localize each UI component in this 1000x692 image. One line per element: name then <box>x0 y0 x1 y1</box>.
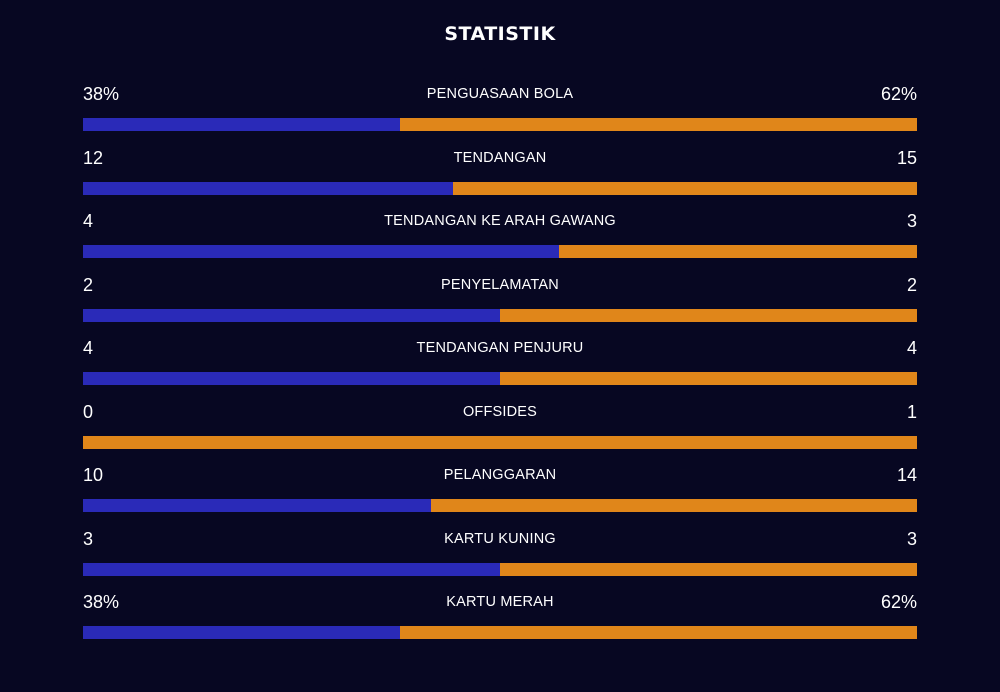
home-value: 0 <box>83 401 94 422</box>
stat-row: 3 KARTU KUNING 3 <box>83 525 917 589</box>
away-bar-segment <box>430 499 917 512</box>
stat-row: 2 PENYELAMATAN 2 <box>83 271 917 335</box>
comparison-bar <box>83 435 917 449</box>
away-bar-segment <box>500 562 917 576</box>
comparison-bar <box>83 626 917 639</box>
away-value: 14 <box>896 465 917 485</box>
home-value: 12 <box>83 147 104 168</box>
home-bar-segment <box>83 181 454 195</box>
stat-label: PENGUASAAN BOLA <box>426 86 574 102</box>
home-bar-segment <box>83 308 500 322</box>
away-value: 62% <box>880 592 917 612</box>
stat-row: 38% KARTU MERAH 62% <box>83 588 917 652</box>
stat-label: KARTU MERAH <box>446 594 554 610</box>
away-bar-segment <box>559 245 917 258</box>
away-value: 3 <box>906 528 917 549</box>
stat-row: 38% PENGUASAAN BOLA 62% <box>83 80 917 144</box>
stat-row: 0 OFFSIDES 1 <box>83 398 917 462</box>
home-value: 3 <box>83 528 94 549</box>
stat-label: TENDANGAN KE ARAH GAWANG <box>384 213 616 229</box>
away-bar-segment <box>500 372 917 385</box>
home-value: 2 <box>83 274 94 295</box>
away-bar-segment <box>83 435 917 449</box>
away-value: 15 <box>896 147 917 168</box>
panel-title: STATISTIK <box>444 23 556 45</box>
comparison-bar <box>83 245 917 258</box>
home-value: 38% <box>83 84 120 104</box>
away-value: 2 <box>906 274 917 295</box>
home-bar-segment <box>83 626 400 639</box>
comparison-bar <box>83 499 917 512</box>
stat-row: 4 TENDANGAN KE ARAH GAWANG 3 <box>83 207 917 271</box>
away-bar-segment <box>399 626 917 639</box>
home-bar-segment <box>83 499 431 512</box>
stat-label: OFFSIDES <box>462 403 538 420</box>
comparison-bar <box>83 562 917 576</box>
away-value: 62% <box>880 84 917 104</box>
comparison-bar <box>83 372 917 385</box>
stat-label: TENDANGAN PENJURU <box>416 340 584 356</box>
home-bar-segment <box>83 562 500 576</box>
stat-label: KARTU KUNING <box>444 530 556 547</box>
home-value: 38% <box>83 592 120 612</box>
away-bar-segment <box>500 308 917 322</box>
away-bar-segment <box>453 181 917 195</box>
comparison-bar <box>83 308 917 322</box>
away-value: 4 <box>906 338 917 358</box>
home-bar-segment <box>83 245 560 258</box>
stats-list: 38% PENGUASAAN BOLA 62% 12 TENDANGAN 15 … <box>83 80 917 652</box>
away-value: 1 <box>906 401 917 422</box>
stat-label: PENYELAMATAN <box>441 276 559 293</box>
stat-row: 10 PELANGGARAN 14 <box>83 461 917 525</box>
home-bar-segment <box>83 372 500 385</box>
home-value: 4 <box>83 211 94 231</box>
stat-row: 12 TENDANGAN 15 <box>83 144 917 208</box>
home-value: 4 <box>83 338 94 358</box>
home-bar-segment <box>83 118 400 131</box>
comparison-bar <box>83 118 917 131</box>
stat-label: TENDANGAN <box>453 149 547 166</box>
home-value: 10 <box>83 465 104 485</box>
away-bar-segment <box>399 118 917 131</box>
comparison-bar <box>83 181 917 195</box>
stat-label: PELANGGARAN <box>443 467 557 483</box>
stat-row: 4 TENDANGAN PENJURU 4 <box>83 334 917 398</box>
away-value: 3 <box>906 211 917 231</box>
